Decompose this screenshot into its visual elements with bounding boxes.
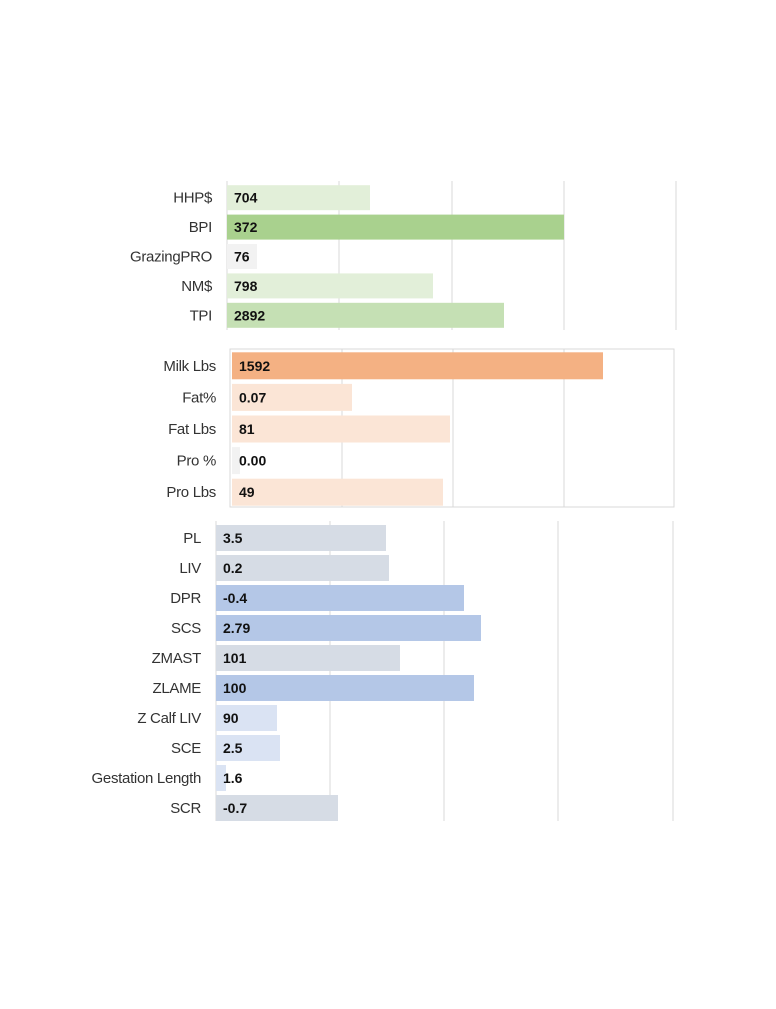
bar	[216, 615, 481, 641]
data-label: -0.4	[223, 590, 247, 606]
category-label: SCE	[171, 740, 201, 757]
data-label: 0.00	[239, 453, 266, 469]
category-label: NM$	[181, 278, 213, 295]
data-label: 2.5	[223, 740, 243, 756]
data-label: 101	[223, 650, 247, 666]
data-label: 100	[223, 680, 247, 696]
data-label: 1.6	[223, 770, 243, 786]
category-label: PL	[183, 530, 201, 547]
category-label: Fat%	[182, 389, 216, 406]
data-label: 798	[234, 278, 258, 294]
chart-panel-3: PL 3.5 LIV 0.2 DPR -0.4 SCS 2.79 ZMAST 101 ZLAME 10…	[92, 521, 674, 821]
category-label: SCS	[171, 620, 201, 637]
bar	[232, 352, 603, 380]
bar	[216, 555, 389, 581]
category-label: DPR	[170, 590, 201, 607]
bar	[227, 214, 564, 240]
bar	[232, 447, 240, 475]
category-label: GrazingPRO	[130, 249, 212, 266]
data-label: 0.07	[239, 389, 266, 405]
bar	[216, 645, 400, 671]
category-label: TPI	[190, 307, 212, 324]
category-label: LIV	[179, 560, 201, 577]
bar	[227, 185, 370, 211]
category-label: BPI	[189, 219, 212, 236]
data-label: 704	[234, 190, 258, 206]
data-label: 1592	[239, 358, 270, 374]
bar	[216, 585, 464, 611]
bar	[227, 244, 257, 269]
panel-frame	[229, 348, 675, 508]
data-label: 0.2	[223, 560, 243, 576]
bar	[227, 302, 504, 328]
data-label: 90	[223, 710, 239, 726]
category-label: Milk Lbs	[163, 358, 216, 375]
data-label: 2892	[234, 307, 265, 323]
category-label: Pro Lbs	[166, 484, 216, 501]
chart-panel-1: HHP$ 704 BPI 372 GrazingPRO 76 NM$ 798 TPI 2892	[130, 181, 677, 330]
category-label: Z Calf LIV	[137, 710, 201, 727]
category-label: Pro %	[177, 453, 216, 470]
bar	[232, 415, 450, 443]
category-label: ZMAST	[152, 650, 201, 667]
bar	[232, 383, 352, 411]
bar	[232, 478, 443, 506]
bar	[216, 705, 277, 731]
bar	[216, 795, 338, 821]
bar	[216, 675, 474, 701]
category-label: Fat Lbs	[168, 421, 216, 438]
data-label: -0.7	[223, 800, 247, 816]
category-label: Gestation Length	[92, 770, 201, 787]
category-label: SCR	[170, 800, 201, 817]
bar	[216, 525, 386, 551]
category-label: HHP$	[173, 190, 213, 207]
chart-panel-2: Milk Lbs 1592 Fat% 0.07 Fat Lbs 81 Pro % 0.00 Pr…	[163, 348, 675, 508]
data-label: 3.5	[223, 530, 243, 546]
data-label: 49	[239, 484, 255, 500]
bar	[216, 765, 226, 791]
data-label: 81	[239, 421, 255, 437]
data-label: 76	[234, 249, 250, 265]
category-label: ZLAME	[152, 680, 201, 697]
bar	[227, 273, 433, 299]
bar	[216, 735, 280, 761]
data-label: 2.79	[223, 620, 250, 636]
data-label: 372	[234, 219, 258, 235]
